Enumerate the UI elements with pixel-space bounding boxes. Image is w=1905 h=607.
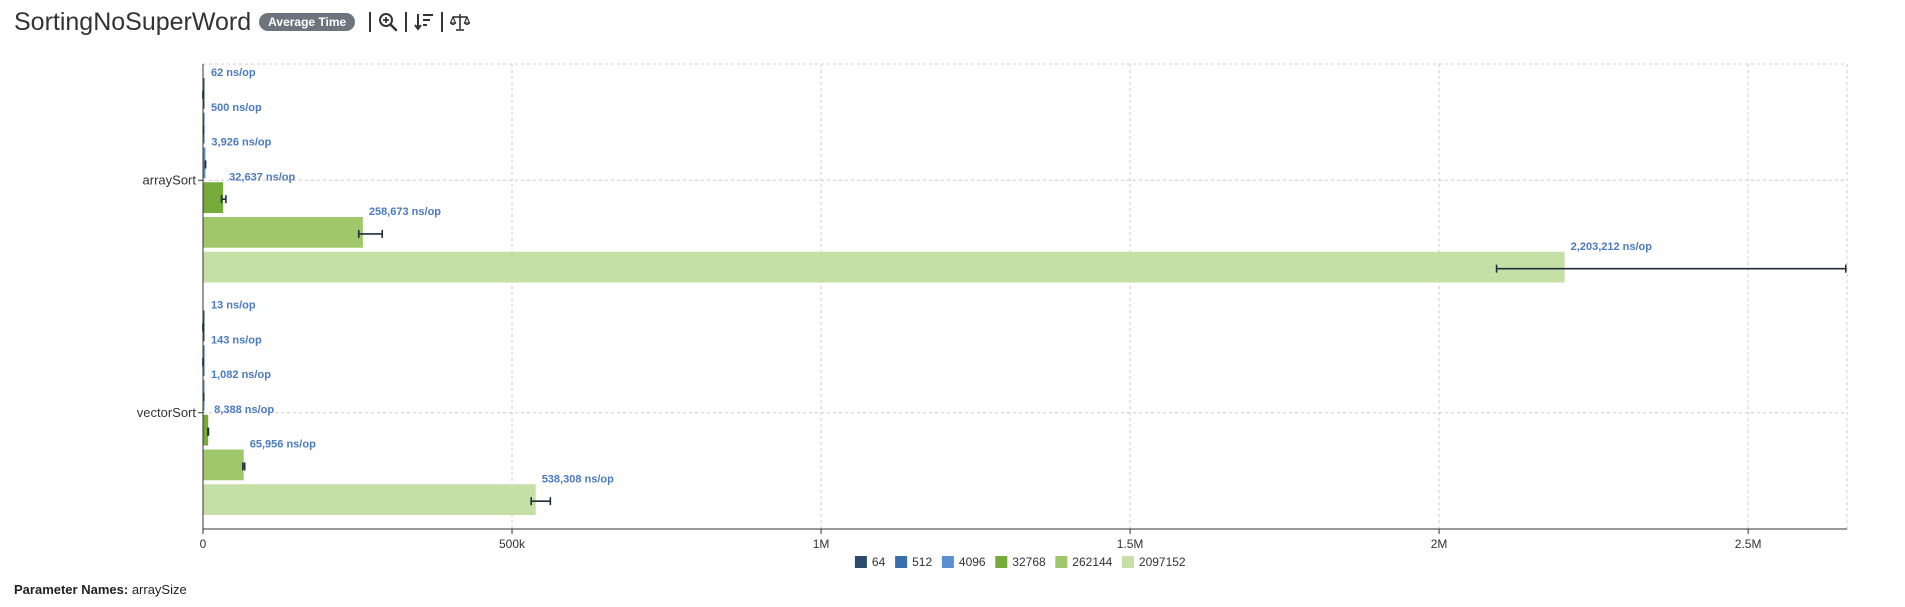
data-label: 2,203,212 ns/op <box>1571 241 1653 253</box>
bar-arraySort-262144 <box>203 217 363 248</box>
x-tick-label: 1M <box>813 537 830 551</box>
legend-label: 32768 <box>1012 555 1046 569</box>
x-tick-label: 1.5M <box>1117 537 1144 551</box>
legend-label: 64 <box>872 555 886 569</box>
chart-axes: 0 500k 1M 1.5M 2M 2.5M arraySort vectorSort <box>137 64 1847 551</box>
error-bar-vectorSort-262144 <box>242 462 246 471</box>
data-label: 65,956 ns/op <box>250 439 316 451</box>
bar-arraySort-32768 <box>203 182 224 213</box>
data-label: 13 ns/op <box>211 300 256 312</box>
legend-swatch <box>995 556 1008 568</box>
data-label: 62 ns/op <box>211 67 256 79</box>
legend-swatch <box>1121 556 1134 568</box>
x-tick-label: 0 <box>200 537 207 551</box>
legend-item-4096[interactable]: 4096 <box>941 555 986 569</box>
y-tick-label: arraySort <box>143 172 197 187</box>
error-bar-arraySort-32768 <box>220 195 227 204</box>
parameter-names: Parameter Names: arraySize <box>14 582 187 597</box>
toolbar-divider <box>369 12 372 32</box>
bar-chart: 62 ns/op 500 ns/op 3,926 ns/op 32,637 ns/op… <box>137 63 1848 569</box>
toolbar-divider <box>441 12 444 32</box>
legend-swatch <box>895 556 908 568</box>
x-tick-label: 2M <box>1431 537 1448 551</box>
toolbar-divider <box>405 12 408 32</box>
bar-arraySort-2097152 <box>203 251 1565 283</box>
parameter-names-label: Parameter Names: <box>14 582 129 597</box>
data-label: 1,082 ns/op <box>211 369 271 381</box>
legend-swatch <box>941 556 954 568</box>
error-bar-vectorSort-2097152 <box>530 497 552 506</box>
legend-item-262144[interactable]: 262144 <box>1055 555 1113 569</box>
legend-item-512[interactable]: 512 <box>895 555 932 569</box>
sort-descending-icon[interactable] <box>413 11 435 33</box>
chart-bars: 62 ns/op 500 ns/op 3,926 ns/op 32,637 ns/op… <box>202 67 1847 515</box>
chart-header: SortingNoSuperWord Average Time <box>14 4 471 40</box>
legend-swatch <box>854 556 867 568</box>
chart-legend: 64 512 4096 32768 262144 2097152 <box>854 555 1186 569</box>
parameter-names-value: arraySize <box>131 582 187 597</box>
legend-label: 512 <box>912 555 932 569</box>
zoom-in-icon[interactable] <box>377 11 399 33</box>
page-title: SortingNoSuperWord <box>14 7 252 36</box>
legend-item-2097152[interactable]: 2097152 <box>1121 555 1186 569</box>
data-label: 32,637 ns/op <box>229 171 295 183</box>
data-label: 500 ns/op <box>211 102 262 114</box>
legend-label: 4096 <box>959 555 986 569</box>
x-tick-label: 500k <box>499 537 526 551</box>
bar-vectorSort-2097152 <box>203 484 536 515</box>
legend-label: 2097152 <box>1139 555 1186 569</box>
y-tick-label: vectorSort <box>137 405 197 420</box>
error-bar-arraySort-2097152 <box>1495 264 1847 273</box>
legend-label: 262144 <box>1072 555 1112 569</box>
data-label: 258,673 ns/op <box>369 206 441 218</box>
data-label: 8,388 ns/op <box>214 404 274 416</box>
balance-scale-icon[interactable] <box>449 11 471 33</box>
legend-swatch <box>1055 556 1068 568</box>
data-label: 3,926 ns/op <box>211 137 271 149</box>
mode-badge: Average Time <box>259 13 356 31</box>
x-tick-label: 2.5M <box>1735 537 1762 551</box>
data-label: 538,308 ns/op <box>542 473 614 485</box>
bar-vectorSort-262144 <box>203 449 244 481</box>
bar-arraySort-4096 <box>203 147 206 179</box>
bar-vectorSort-32768 <box>203 414 209 446</box>
error-bar-arraySort-262144 <box>357 229 384 238</box>
chart-grid <box>203 63 1848 529</box>
legend-item-64[interactable]: 64 <box>854 555 886 569</box>
data-label: 143 ns/op <box>211 334 262 346</box>
legend-item-32768[interactable]: 32768 <box>995 555 1046 569</box>
